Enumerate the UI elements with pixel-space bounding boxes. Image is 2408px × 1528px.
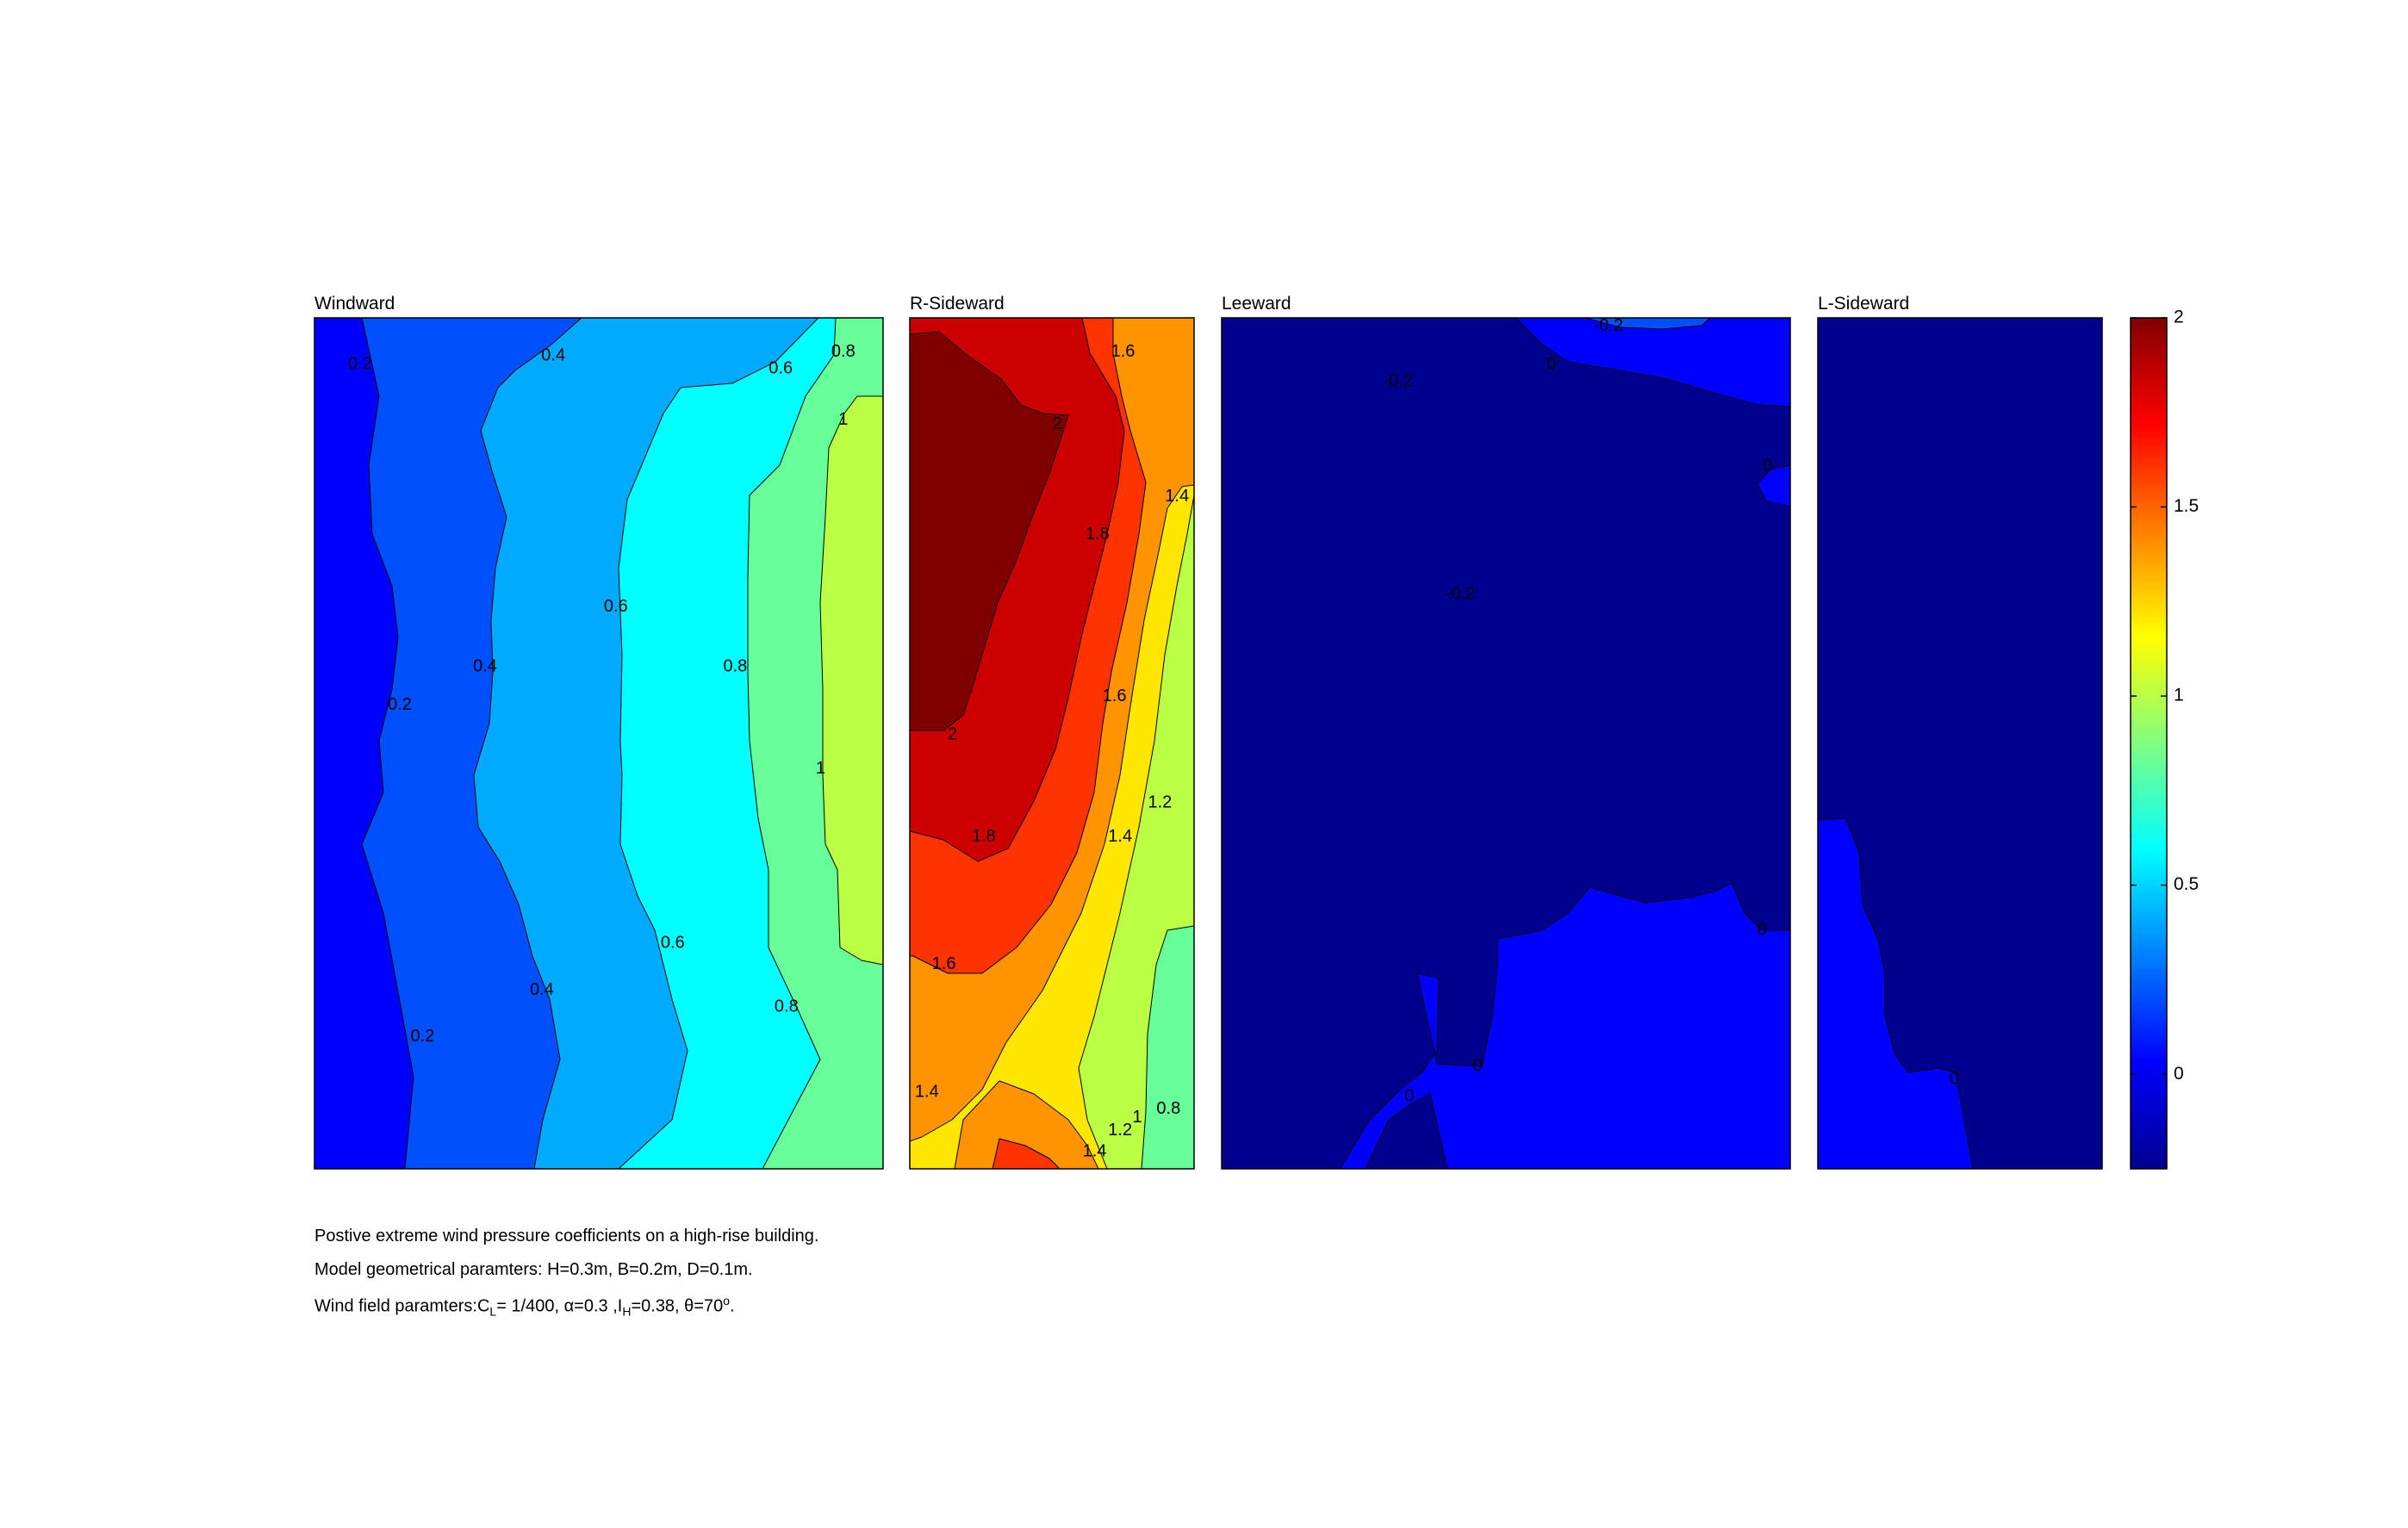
contour-label: 0.6 — [604, 597, 628, 616]
contour-label: 0.2 — [410, 1027, 434, 1046]
colorbar-ticks: 0 0.5 1 1.5 2 — [2131, 307, 2199, 1084]
panel-windward: Windward 0.2 0.40.60.810.60.40.20.810.60.… — [314, 294, 884, 1170]
contour-label: 2 — [948, 724, 957, 743]
contour-labels-l-sideward: 0 — [1950, 1070, 1959, 1089]
l-sideward-band-0 — [1818, 817, 1974, 1169]
contour-label: 1 — [838, 410, 848, 429]
contour-label: 0.8 — [1156, 1099, 1180, 1118]
contour-label: 0 — [1757, 921, 1766, 940]
colorbar-tick-label: 0.5 — [2174, 874, 2199, 894]
contour-label: 1.4 — [1165, 487, 1189, 506]
contour-label: 0 — [1472, 1057, 1482, 1076]
contour-label: 1.2 — [1148, 792, 1172, 811]
contour-label: 1.8 — [972, 827, 996, 846]
leeward-band-0-bottom — [1339, 882, 1790, 1169]
caption-line-3-part-c: =0.38, θ=70 — [631, 1296, 724, 1316]
contour-label: 1.4 — [1108, 827, 1132, 846]
contour-label: 1.6 — [1103, 686, 1127, 705]
panel-title-windward: Windward — [314, 294, 395, 314]
leeward-band-0.2-top — [1584, 318, 1711, 330]
r-sideward-band-1.6-bottom — [992, 1138, 1061, 1169]
plot-frame-r-sideward — [909, 317, 1195, 1170]
caption-line-3-part-a: Wind field paramters:C — [314, 1296, 490, 1316]
colorbar-tick-label: 2 — [2174, 307, 2184, 327]
panel-title-l-sideward: L-Sideward — [1818, 294, 1909, 314]
windward-band-1.0 — [819, 395, 883, 966]
contour-label: -0.2 — [1594, 316, 1623, 335]
contour-labels-windward: 0.2 0.4 0.6 0.8 1 0.6 0.4 0.2 0.8 1 0.6 0.4 0.8 0.2 — [348, 342, 856, 1046]
panel-l-sideward: L-Sideward 0 — [1817, 294, 2103, 1170]
caption-sup-o: o — [723, 1294, 731, 1307]
contour-label: 1 — [1132, 1108, 1142, 1127]
contour-label: 0.8 — [775, 997, 799, 1016]
contour-label: 1.4 — [915, 1082, 939, 1101]
contour-label: 1 — [816, 759, 825, 778]
colorbar: 0 0.5 1 1.5 2 — [2130, 307, 2199, 1170]
contour-label: 1.8 — [1086, 525, 1110, 543]
panel-title-leeward: Leeward — [1222, 294, 1291, 314]
contour-label: 1.6 — [1111, 342, 1136, 361]
contour-label: 0.2 — [388, 695, 412, 714]
caption-line-3: Wind field paramters:CL= 1/400, α=0.3 ,I… — [314, 1294, 735, 1319]
caption-line-1: Postive extreme wind pressure coefficien… — [314, 1227, 819, 1245]
contour-labels-r-sideward: 1.621.41.81.621.21.8 1.41.61.41.21 0.81.4 — [915, 342, 1189, 1161]
contour-label: 0 — [1763, 457, 1772, 475]
caption-line-3-part-d: . — [730, 1296, 735, 1316]
contour-label: 0 — [1546, 355, 1556, 374]
contour-label: -0.2 — [1383, 371, 1412, 390]
contour-label: 0.4 — [473, 656, 497, 675]
r-sideward-band-2.0 — [910, 331, 1069, 731]
caption-sub-h: H — [622, 1304, 632, 1319]
contour-label: 0 — [1950, 1070, 1959, 1089]
contour-labels-leeward: -0.2 0 -0.2 0 -0.2 0 0 0 — [1383, 316, 1772, 1105]
panel-r-sideward: R-Sideward 1.6 2 1.4 1.8 1.6 2 1.2 1.8 1.4 1.6 1.4… — [909, 294, 1195, 1170]
contour-label: 0.6 — [661, 933, 685, 952]
panel-title-r-sideward: R-Sideward — [910, 294, 1005, 314]
colorbar-tick-label: 1.5 — [2174, 496, 2199, 516]
contour-label: 1.4 — [1083, 1142, 1107, 1161]
colorbar-gradient — [2130, 317, 2168, 1170]
contour-label: 0 — [1404, 1086, 1414, 1105]
panel-leeward: Leeward -0.2 0 -0.2 0 -0.2 0 0 0 — [1221, 294, 1791, 1170]
caption-sub-l: L — [489, 1304, 497, 1319]
leeward-band-0-top — [1515, 318, 1790, 407]
r-sideward-band-1.4-bottom — [954, 1080, 1099, 1169]
contour-label: 2 — [1053, 414, 1062, 433]
contour-label: 1.6 — [932, 954, 956, 973]
contour-label: 0.8 — [723, 656, 747, 675]
plot-frame-leeward — [1221, 317, 1791, 1170]
colorbar-tick-label: 1 — [2174, 686, 2184, 705]
contour-label: 0.4 — [530, 980, 554, 999]
caption-line-2: Model geometrical paramters: H=0.3m, B=0… — [314, 1260, 753, 1279]
plot-frame-l-sideward — [1817, 317, 2103, 1170]
contour-label: 0.6 — [768, 359, 793, 378]
contour-label: 0.2 — [348, 355, 372, 374]
contour-label: 1.2 — [1108, 1121, 1132, 1140]
plot-frame-windward — [314, 317, 884, 1170]
contour-label: 0.8 — [831, 342, 856, 361]
colorbar-tick-label: 0 — [2174, 1064, 2184, 1084]
contour-label: 0.4 — [541, 346, 565, 365]
contour-label: -0.2 — [1446, 584, 1475, 603]
caption-line-3-part-b: = 1/400, α=0.3 ,I — [496, 1296, 623, 1316]
leeward-band-0-notch — [1757, 464, 1790, 507]
